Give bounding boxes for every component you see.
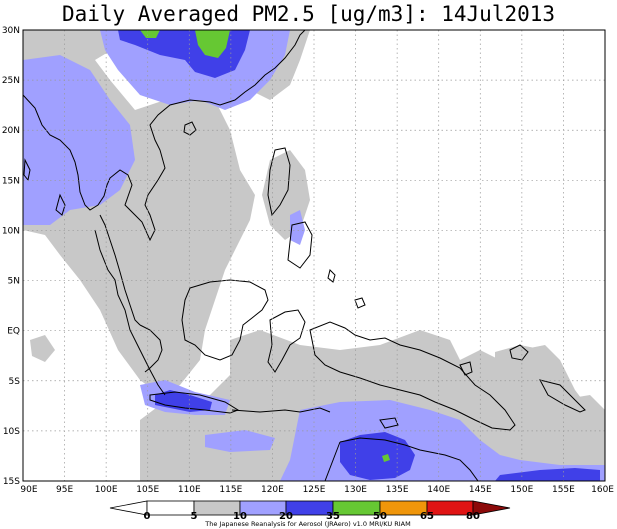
lon-label: 130E	[344, 485, 367, 495]
coastlines	[23, 30, 586, 481]
lon-label: 90E	[20, 485, 37, 495]
lat-label: 5N	[8, 277, 20, 287]
lon-label: 155E	[552, 485, 575, 495]
lat-label: 15S	[3, 477, 20, 487]
colorbar-level-label: 20	[279, 511, 293, 522]
lon-label: 160E	[591, 485, 614, 495]
lon-label: 150E	[510, 485, 533, 495]
colorbar-level-label: 50	[373, 511, 387, 522]
colorbar-segment-0-5	[146, 500, 195, 516]
lon-label: 105E	[136, 485, 159, 495]
colorbar-level-label: 0	[144, 511, 151, 522]
lat-label: EQ	[7, 327, 20, 337]
lon-label: 95E	[56, 485, 73, 495]
lat-label: 25N	[2, 76, 20, 86]
colorbar-level-label: 5	[191, 511, 198, 522]
map-frame	[22, 29, 606, 482]
data-credit: The Japanese Reanalysis for Aerosol (JRA…	[204, 520, 410, 528]
lon-label: 115E	[219, 485, 242, 495]
pm25-band-35-50	[140, 30, 390, 462]
lat-label: 5S	[9, 377, 21, 387]
colorbar-level-label: 65	[420, 511, 434, 522]
colorbar-segment-above-80	[472, 500, 511, 516]
lon-label: 135E	[386, 485, 409, 495]
colorbar-level-label: 10	[233, 511, 247, 522]
lon-label: 110E	[178, 485, 201, 495]
lon-label: 120E	[261, 485, 284, 495]
colorbar-level-label: 80	[466, 511, 480, 522]
lon-label: 145E	[469, 485, 492, 495]
lat-label: 10N	[2, 226, 20, 236]
lat-label: 15N	[2, 176, 20, 186]
colorbar-segment-below-5	[109, 500, 148, 516]
lon-label: 140E	[427, 485, 450, 495]
lat-label: 30N	[2, 26, 20, 36]
latitude-labels: 30N 25N 20N 15N 10N 5N EQ 5S 10S 15S	[2, 26, 20, 487]
lat-label: 20N	[2, 126, 20, 136]
lat-label: 10S	[3, 427, 20, 437]
colorbar-labels: 0 5 10 20 35 50 65 80	[144, 511, 480, 522]
colorbar-level-label: 35	[326, 511, 340, 522]
graticule	[23, 30, 605, 481]
longitude-labels: 90E 95E 100E 105E 110E 115E 120E 125E 130E 135E 14…	[20, 485, 614, 495]
lon-label: 125E	[303, 485, 326, 495]
map-title: Daily Averaged PM2.5 [ug/m3]: 14Jul2013	[61, 2, 556, 26]
lon-label: 100E	[95, 485, 118, 495]
colorbar: 0 5 10 20 35 50 65 80	[109, 500, 511, 522]
